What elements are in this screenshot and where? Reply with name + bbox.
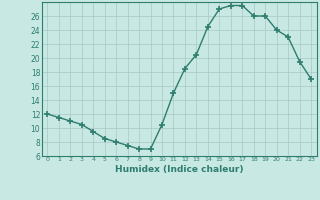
X-axis label: Humidex (Indice chaleur): Humidex (Indice chaleur) <box>115 165 244 174</box>
